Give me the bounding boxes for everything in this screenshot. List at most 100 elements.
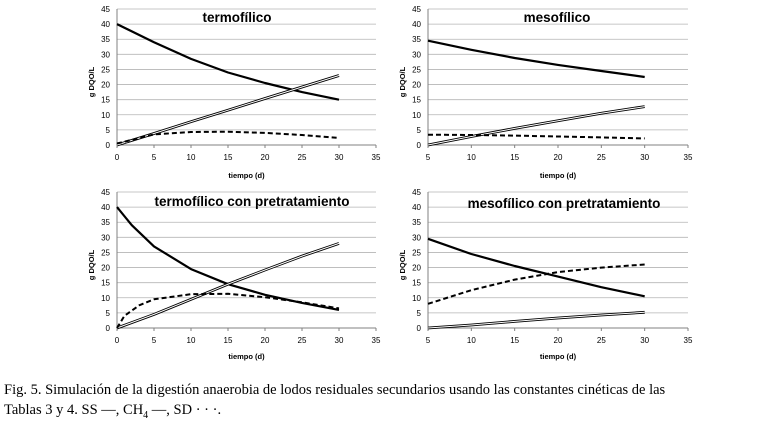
series-sd-line <box>427 133 645 140</box>
y-tick-label: 40 <box>101 20 110 29</box>
x-tick-label: 25 <box>597 336 606 345</box>
chart-title: mesofílico <box>524 10 591 25</box>
x-axis-label: tiempo (d) <box>540 171 577 180</box>
x-axis-label: tiempo (d) <box>228 352 265 361</box>
chart-title: termofílico <box>202 10 271 25</box>
x-tick-label: 15 <box>510 336 519 345</box>
y-axis-label: g DQO/L <box>87 66 96 97</box>
y-tick-label: 5 <box>106 309 111 318</box>
y-tick-label: 35 <box>412 35 421 44</box>
x-tick-label: 5 <box>152 153 157 162</box>
x-tick-label: 15 <box>224 336 233 345</box>
x-tick-label: 0 <box>115 336 120 345</box>
x-axis-label: tiempo (d) <box>540 352 577 361</box>
x-tick-label: 5 <box>426 153 431 162</box>
y-tick-label: 0 <box>106 324 111 333</box>
y-tick-label: 30 <box>101 50 110 59</box>
y-tick-label: 35 <box>101 218 110 227</box>
y-tick-label: 5 <box>106 126 111 135</box>
y-tick-label: 25 <box>101 248 110 257</box>
y-tick-label: 15 <box>412 96 421 105</box>
x-tick-label: 15 <box>224 153 233 162</box>
x-tick-label: 5 <box>152 336 157 345</box>
x-tick-label: 10 <box>187 336 196 345</box>
y-tick-label: 25 <box>412 65 421 74</box>
x-tick-label: 20 <box>261 153 270 162</box>
y-tick-label: 10 <box>412 111 421 120</box>
series-ss-line <box>116 23 340 101</box>
x-tick-label: 30 <box>335 336 344 345</box>
y-tick-label: 45 <box>412 188 421 197</box>
x-tick-label: 20 <box>554 153 563 162</box>
series-ss-line <box>427 237 645 298</box>
y-tick-label: 30 <box>101 233 110 242</box>
series-sd-line <box>427 263 645 305</box>
series-ch4-line-inner <box>116 242 340 329</box>
y-tick-label: 20 <box>101 264 110 273</box>
series-ss-line <box>116 206 340 311</box>
y-tick-label: 30 <box>412 50 421 59</box>
x-tick-label: 30 <box>335 153 344 162</box>
y-axis-label: g DQO/L <box>398 66 407 97</box>
y-tick-label: 15 <box>412 279 421 288</box>
series-ss-line <box>427 39 645 79</box>
x-tick-label: 30 <box>640 153 649 162</box>
y-tick-label: 25 <box>101 65 110 74</box>
x-tick-label: 25 <box>298 336 307 345</box>
x-tick-label: 35 <box>684 153 693 162</box>
x-tick-label: 25 <box>597 153 606 162</box>
y-tick-label: 20 <box>412 81 421 90</box>
y-axis-label: g DQO/L <box>87 249 96 280</box>
x-tick-label: 10 <box>467 336 476 345</box>
y-tick-label: 35 <box>101 35 110 44</box>
series-ch4-line-inner <box>427 311 645 329</box>
y-tick-label: 20 <box>412 264 421 273</box>
y-axis-label: g DQO/L <box>398 249 407 280</box>
y-tick-label: 5 <box>417 309 422 318</box>
y-tick-label: 10 <box>101 294 110 303</box>
y-tick-label: 45 <box>412 5 421 14</box>
chart-panel-3: 0 5 10 15 20 25 30 35 40 45 0 5 10 15 20 25 30 35 tiempo (… <box>87 188 381 361</box>
x-tick-label: 0 <box>115 153 120 162</box>
y-tick-label: 20 <box>101 81 110 90</box>
series-sd-line <box>116 292 340 329</box>
y-tick-label: 40 <box>412 20 421 29</box>
x-tick-label: 35 <box>372 153 381 162</box>
figure-caption: Fig. 5. Simulación de la digestión anaer… <box>4 380 772 426</box>
series-ch4-line-inner <box>116 75 340 146</box>
y-tick-label: 30 <box>412 233 421 242</box>
chart-title: mesofílico con pretratamiento <box>468 196 661 211</box>
series-ch4-line <box>427 105 645 147</box>
y-tick-label: 0 <box>417 141 422 150</box>
x-tick-label: 20 <box>261 336 270 345</box>
x-tick-label: 25 <box>298 153 307 162</box>
caption-line-2-subscript: 4 <box>143 409 149 421</box>
x-axis-label: tiempo (d) <box>228 171 265 180</box>
caption-line-2: Tablas 3 y 4. SS —, CH4 —, SD · · ·. <box>4 400 772 426</box>
x-tick-label: 35 <box>372 336 381 345</box>
y-tick-label: 45 <box>101 188 110 197</box>
x-tick-label: 10 <box>467 153 476 162</box>
caption-line-2-suffix: —, SD · · ·. <box>148 402 222 418</box>
series-ch4-line-inner <box>427 106 645 146</box>
y-tick-label: 5 <box>417 126 422 135</box>
y-tick-label: 15 <box>101 96 110 105</box>
y-tick-label: 40 <box>101 203 110 212</box>
y-tick-label: 10 <box>412 294 421 303</box>
y-tick-label: 10 <box>101 111 110 120</box>
chart-panel-1: 0 5 10 15 20 25 30 35 40 45 0 5 10 15 20 25 30 35 tiempo (… <box>87 5 381 180</box>
series-sd-line <box>116 130 340 145</box>
y-tick-label: 40 <box>412 203 421 212</box>
y-tick-label: 25 <box>412 248 421 257</box>
x-tick-label: 10 <box>187 153 196 162</box>
chart-title: termofílico con pretratamiento <box>154 194 349 209</box>
caption-line-2-prefix: Tablas 3 y 4. SS —, CH <box>4 402 144 418</box>
caption-line-1: Fig. 5. Simulación de la digestión anaer… <box>4 382 666 398</box>
y-tick-label: 15 <box>101 279 110 288</box>
x-tick-label: 20 <box>554 336 563 345</box>
y-tick-label: 0 <box>417 324 422 333</box>
x-tick-label: 15 <box>510 153 519 162</box>
x-tick-label: 35 <box>684 336 693 345</box>
